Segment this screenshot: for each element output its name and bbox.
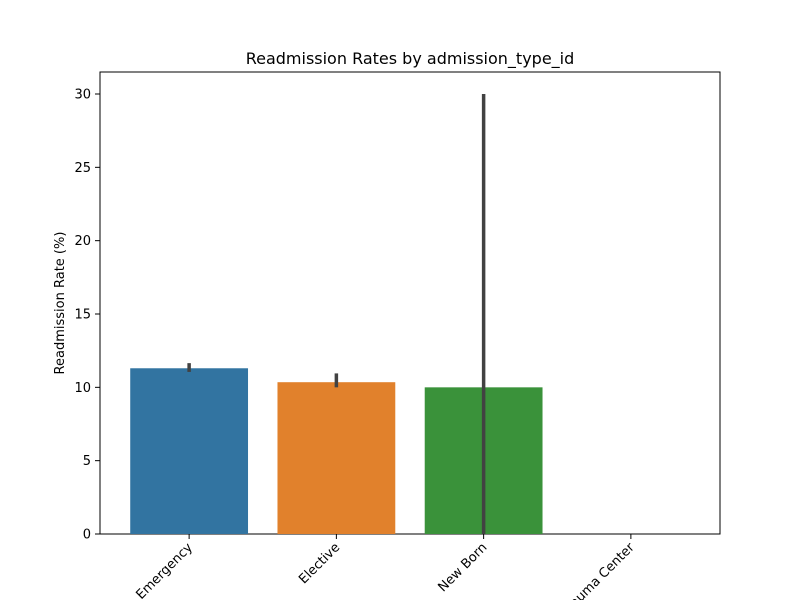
y-tick-label: 5 <box>83 454 91 469</box>
y-axis-label: Readmission Rate (%) <box>53 232 68 375</box>
x-tick-label: Elective <box>296 540 343 587</box>
x-tick-label: Emergency <box>133 540 196 600</box>
y-tick-label: 15 <box>74 308 91 323</box>
plot-frame <box>99 71 721 535</box>
bar-emergency <box>130 368 249 534</box>
y-axis-ticks: 0 5 10 15 20 25 30 <box>74 88 100 543</box>
plot-area <box>99 71 721 535</box>
y-tick-label: 0 <box>83 528 91 543</box>
error-bars-layer <box>187 94 486 534</box>
y-tick-label: 20 <box>74 234 91 249</box>
bars-layer <box>130 368 543 534</box>
x-tick-label: New Born <box>435 540 490 595</box>
y-tick-label: 25 <box>74 161 91 176</box>
x-tick-label: Trauma Center <box>558 540 638 600</box>
chart-title: Readmission Rates by admission_type_id <box>246 49 575 69</box>
y-tick-label: 30 <box>74 88 91 103</box>
y-tick-label: 10 <box>74 381 91 396</box>
bar-elective <box>277 382 396 534</box>
x-axis-ticks: Emergency Elective New Born Trauma Center <box>133 534 638 600</box>
